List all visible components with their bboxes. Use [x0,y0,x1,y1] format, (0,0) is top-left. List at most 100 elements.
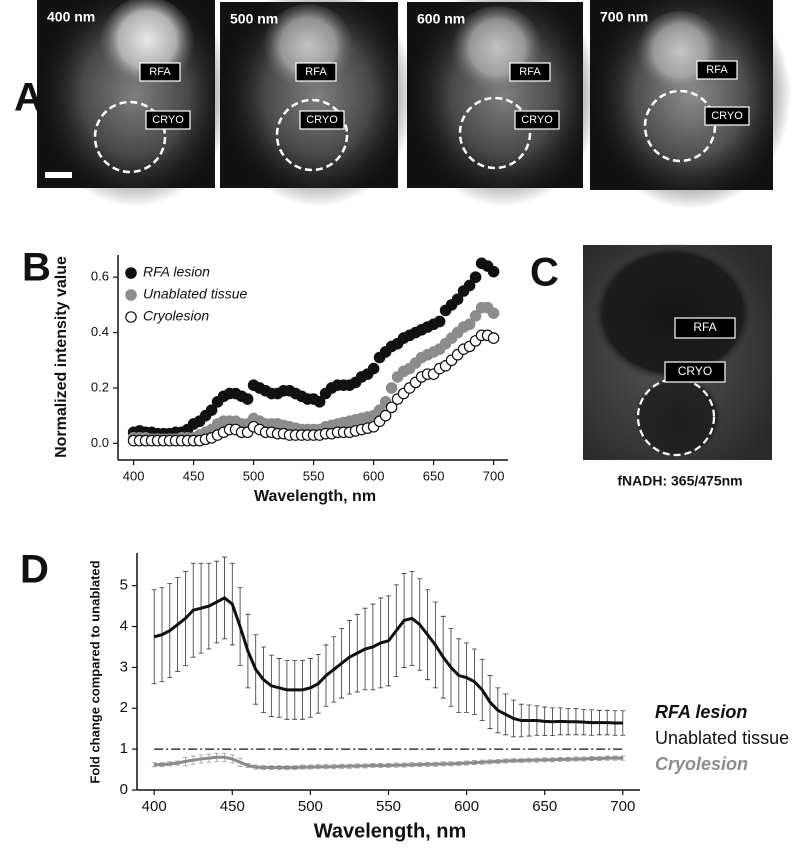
x-tick-label: 450 [220,798,245,815]
data-point [385,401,398,414]
x-tick-label: 450 [183,468,205,483]
y-tick-label: 0 [120,781,128,798]
lesion-blob [636,11,724,99]
error-bar [620,710,626,736]
y-axis-label: Normalized intensity value [53,256,70,458]
x-tick-label: 700 [610,798,635,815]
y-tick-label: 0.6 [91,269,109,284]
data-point [379,409,392,422]
legend-label: RFA lesion [655,702,747,722]
tag-label: RFA [519,66,541,78]
data-point [367,362,380,375]
tag-label: RFA [693,320,716,334]
tag-box [696,60,738,80]
data-point [469,310,482,322]
image-panel: 600 nm RFA CRYO [407,0,601,207]
data-point [313,396,326,408]
data-point [433,315,446,328]
tag-label: CRYO [678,364,712,378]
tag-box [509,62,551,82]
data-point [463,279,476,292]
scale-bar [45,172,72,178]
data-point [385,382,398,394]
data-point [241,393,254,405]
legend-marker [125,289,137,301]
wavelength-label: 600 nm [417,11,465,27]
image-caption: fNADH: 365/475nm [617,473,742,489]
tag-box [674,317,736,339]
x-tick-label: 400 [142,798,167,815]
data-point [205,404,218,416]
cryo-circle [643,89,717,163]
y-tick-label: 4 [120,618,128,635]
tag-label: CRYO [711,110,743,122]
wavelength-label: 400 nm [47,9,95,25]
image-panel: 700 nm RFA CRYO [590,0,792,209]
data-point [451,293,464,306]
dark-region [633,375,723,459]
data-point [487,265,500,278]
x-tick-label: 600 [454,798,479,815]
tag-label: RFA [305,66,327,78]
y-tick-label: 2 [120,699,128,716]
legend-label: Cryolesion [655,754,748,774]
panel-label: B [22,246,51,290]
tag-label: CRYO [521,114,553,126]
x-tick-label: 550 [303,468,325,483]
x-tick-label: 400 [123,468,145,483]
tag-box [295,62,337,82]
tag-label: CRYO [152,114,184,126]
y-axis-label: Fold change compared to unablated [87,560,102,783]
tag-label: RFA [706,64,728,76]
data-line [153,596,623,725]
legend-label: Cryolesion [143,308,209,324]
tag-box [514,110,560,130]
x-axis-label: Wavelength, nm [314,820,467,842]
tag-box [704,106,750,126]
error-bar [620,755,626,761]
data-point [463,318,476,331]
wavelength-label: 500 nm [230,11,278,27]
error-bar [151,762,157,768]
image-panel-c: RFA CRYO [583,243,772,460]
data-point [487,307,500,319]
x-tick-label: 600 [363,468,385,483]
panel-label: D [20,548,49,592]
y-tick-label: 0.0 [91,435,109,450]
tag-label: RFA [149,66,171,78]
x-tick-label: 550 [376,798,401,815]
tag-box [664,361,726,383]
data-line [154,755,623,770]
x-axis-label: Wavelength, nm [254,488,376,505]
legend-label: RFA lesion [143,264,210,280]
error-bar [151,589,157,685]
legend-label: Unablated tissue [655,728,789,748]
legend-marker [125,267,137,279]
y-tick-label: 5 [120,577,128,594]
wavelength-label: 700 nm [600,9,648,25]
x-tick-label: 500 [243,468,265,483]
tag-label: CRYO [306,114,338,126]
image-panel: 400 nm RFA CRYO [37,0,233,207]
cryo-circle [458,96,532,170]
legend-label: Unablated tissue [143,286,248,302]
data-point [469,271,482,283]
y-tick-label: 0.2 [91,379,109,394]
cryo-circle [275,98,349,172]
tag-box [145,110,191,130]
y-tick-label: 0.4 [91,324,109,339]
panel-label: C [530,251,559,295]
legend-marker [125,311,137,323]
image-panel: 500 nm RFA CRYO [220,0,416,207]
y-tick-label: 1 [120,740,128,757]
y-tick-label: 3 [120,658,128,675]
x-tick-label: 650 [423,468,445,483]
x-tick-label: 650 [532,798,557,815]
x-tick-label: 500 [298,798,323,815]
cryo-circle [93,100,167,174]
x-tick-label: 700 [483,468,505,483]
data-point [487,332,500,344]
tag-box [299,110,345,130]
